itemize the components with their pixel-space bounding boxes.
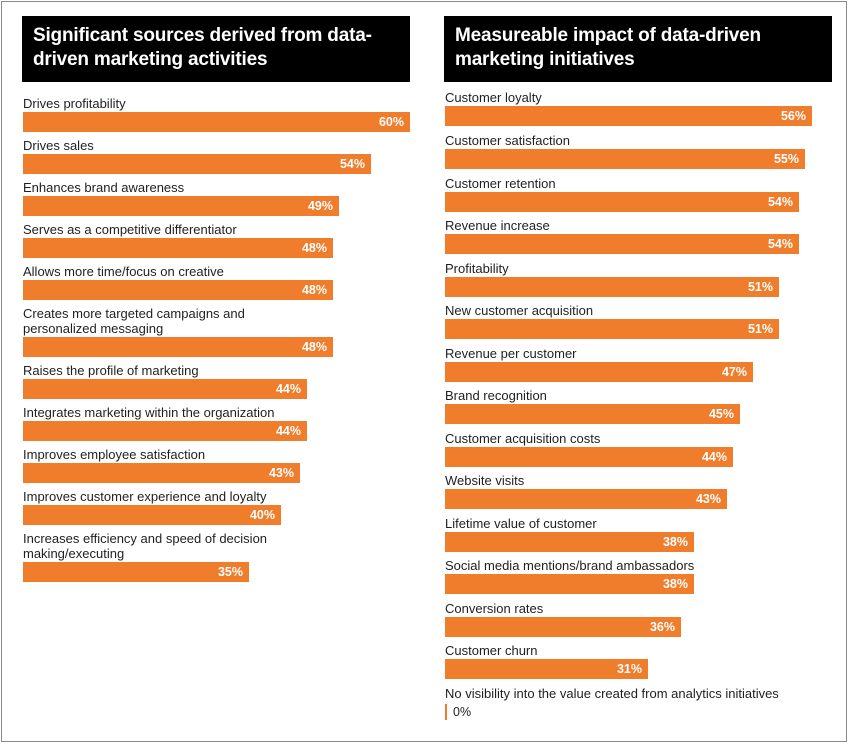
bar — [23, 562, 249, 582]
left-chart-title: Significant sources derived from data-dr… — [22, 16, 410, 82]
category-label: Brand recognition — [445, 388, 547, 403]
value-label: 60% — [378, 115, 404, 129]
category-label: Drives profitability — [23, 96, 126, 111]
bar — [445, 659, 648, 679]
value-label: 38% — [662, 577, 688, 591]
value-label: 51% — [747, 322, 773, 336]
value-label: 36% — [649, 620, 675, 634]
category-label: Revenue per customer — [445, 346, 577, 361]
category-label: Website visits — [445, 473, 525, 488]
value-label: 48% — [301, 283, 327, 297]
category-label: Drives sales — [23, 138, 94, 153]
bar — [23, 463, 300, 483]
bar — [23, 280, 333, 300]
category-label: Customer churn — [445, 643, 538, 658]
value-label: 43% — [695, 492, 721, 506]
value-label: 48% — [301, 340, 327, 354]
bar — [445, 106, 812, 126]
value-label: 43% — [268, 466, 294, 480]
bar — [445, 447, 733, 467]
value-label: 56% — [780, 109, 806, 123]
value-label: 54% — [767, 237, 793, 251]
category-label: Customer acquisition costs — [445, 431, 601, 446]
bar — [445, 489, 727, 509]
right-chart-title: Measureable impact of data-driven market… — [444, 16, 832, 82]
value-label: 45% — [708, 407, 734, 421]
category-label: Profitability — [445, 261, 509, 276]
value-label: 44% — [275, 424, 301, 438]
value-label: 54% — [339, 157, 365, 171]
bar — [445, 234, 799, 254]
category-label: Allows more time/focus on creative — [23, 264, 224, 279]
category-label: Conversion rates — [445, 601, 544, 616]
category-label: Social media mentions/brand ambassadors — [445, 558, 695, 573]
category-label: Serves as a competitive differentiator — [23, 222, 237, 237]
bar — [445, 362, 753, 382]
bar — [445, 277, 779, 297]
bar — [445, 149, 805, 169]
category-label: Customer satisfaction — [445, 133, 570, 148]
bar — [23, 154, 371, 174]
bar — [23, 379, 307, 399]
category-label: Customer loyalty — [445, 90, 542, 105]
category-label: Integrates marketing within the organiza… — [23, 405, 275, 420]
category-label: New customer acquisition — [445, 303, 594, 318]
bar — [23, 337, 333, 357]
value-label: 44% — [275, 382, 301, 396]
category-label: Revenue increase — [445, 218, 550, 233]
category-label: Improves employee satisfaction — [23, 447, 206, 462]
value-label: 49% — [307, 199, 333, 213]
value-label: 40% — [249, 508, 275, 522]
category-label: Raises the profile of marketing — [23, 363, 199, 378]
value-label: 55% — [773, 152, 799, 166]
value-label: 48% — [301, 241, 327, 255]
bar — [445, 404, 740, 424]
value-label: 47% — [721, 365, 747, 379]
zero-bar-marker — [445, 704, 447, 720]
category-label: Customer retention — [445, 176, 556, 191]
bar — [445, 574, 694, 594]
category-label: Improves customer experience and loyalty — [23, 489, 267, 504]
bar — [23, 421, 307, 441]
bar — [23, 196, 339, 216]
value-label: 54% — [767, 195, 793, 209]
bar — [445, 192, 799, 212]
bar — [445, 319, 779, 339]
category-label: Increases efficiency and speed of decisi… — [23, 531, 268, 561]
bar — [23, 238, 333, 258]
bar — [445, 617, 681, 637]
category-label: No visibility into the value created fro… — [445, 686, 779, 701]
category-label: Enhances brand awareness — [23, 180, 185, 195]
value-label: 38% — [662, 535, 688, 549]
bar — [445, 532, 694, 552]
value-label: 51% — [747, 280, 773, 294]
category-label: Creates more targeted campaigns and pers… — [23, 306, 245, 336]
bar — [23, 505, 281, 525]
value-label: 44% — [701, 450, 727, 464]
value-label: 31% — [616, 662, 642, 676]
category-label: Lifetime value of customer — [445, 516, 597, 531]
value-label: 0% — [453, 705, 472, 719]
bar — [23, 112, 410, 132]
value-label: 35% — [217, 565, 243, 579]
